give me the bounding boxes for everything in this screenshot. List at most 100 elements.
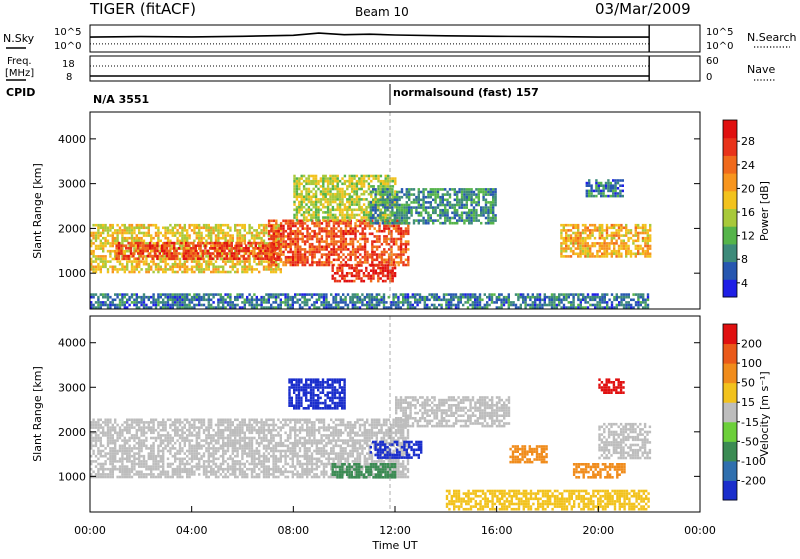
- data-cell: [386, 222, 388, 225]
- data-cell: [263, 229, 265, 232]
- data-cell: [452, 304, 454, 307]
- data-cell: [246, 268, 248, 271]
- data-cell: [400, 259, 402, 262]
- data-cell: [292, 261, 294, 264]
- data-cell: [575, 227, 577, 230]
- data-cell: [595, 190, 597, 193]
- data-cell: [608, 227, 610, 230]
- data-cell: [351, 275, 353, 278]
- data-cell: [589, 253, 591, 256]
- data-cell: [389, 193, 391, 196]
- data-cell: [97, 468, 99, 471]
- data-cell: [398, 206, 400, 209]
- data-cell: [387, 214, 389, 217]
- data-cell: [95, 258, 97, 261]
- data-cell: [599, 296, 601, 299]
- data-cell: [468, 188, 470, 191]
- data-cell: [292, 259, 294, 262]
- data-cell: [215, 268, 217, 271]
- data-cell: [335, 222, 337, 225]
- data-cell: [241, 224, 243, 227]
- data-cell: [243, 257, 245, 260]
- data-cell: [406, 222, 408, 225]
- data-cell: [185, 252, 187, 255]
- data-cell: [299, 261, 301, 264]
- data-cell: [140, 268, 142, 271]
- data-cell: [294, 253, 296, 256]
- data-cell: [398, 204, 400, 207]
- data-cell: [247, 247, 249, 250]
- data-cell: [377, 277, 379, 280]
- data-cell: [100, 266, 102, 269]
- velocity-data-cells: [90, 378, 651, 510]
- data-cell: [315, 183, 317, 186]
- data-cell: [160, 268, 162, 271]
- data-cell: [426, 299, 428, 302]
- data-cell: [647, 299, 649, 302]
- data-cell: [162, 227, 164, 230]
- data-cell: [370, 277, 372, 280]
- data-cell: [408, 193, 410, 196]
- data-cell: [637, 232, 639, 235]
- data-cell: [109, 476, 111, 479]
- data-cell: [361, 185, 363, 188]
- data-cell: [470, 188, 472, 191]
- data-cell: [95, 445, 97, 448]
- data-cell: [186, 299, 188, 302]
- data-cell: [198, 227, 200, 230]
- data-cell: [184, 240, 186, 243]
- data-cell: [620, 253, 622, 256]
- data-cell: [346, 209, 348, 212]
- data-cell: [321, 253, 323, 256]
- data-cell: [124, 296, 126, 299]
- data-cell: [287, 259, 289, 262]
- data-cell: [625, 255, 627, 258]
- data-cell: [342, 243, 344, 246]
- data-cell: [315, 198, 317, 201]
- data-cell: [338, 256, 340, 259]
- data-cell: [104, 266, 106, 269]
- data-cell: [107, 437, 109, 440]
- data-cell: [280, 251, 282, 254]
- data-cell: [104, 473, 106, 476]
- data-cell: [186, 240, 188, 243]
- data-cell: [402, 264, 404, 267]
- data-cell: [351, 216, 353, 219]
- data-cell: [114, 242, 116, 245]
- data-cell: [342, 253, 344, 256]
- data-cell: [100, 224, 102, 227]
- data-cell: [611, 250, 613, 253]
- data-cell: [375, 269, 377, 272]
- data-cell: [313, 203, 315, 206]
- data-cell: [368, 301, 370, 304]
- data-cell: [210, 229, 212, 232]
- data-cell: [346, 214, 348, 217]
- data-cell: [448, 293, 450, 296]
- data-cell: [277, 266, 279, 269]
- data-cell: [169, 247, 171, 250]
- data-cell: [373, 185, 375, 188]
- data-cell: [446, 214, 448, 217]
- data-cell: [376, 256, 378, 259]
- data-cell: [119, 434, 121, 437]
- data-cell: [235, 250, 237, 253]
- data-cell: [159, 252, 161, 255]
- data-cell: [262, 247, 264, 250]
- data-cell: [577, 293, 579, 296]
- data-cell: [356, 272, 358, 275]
- data-cell: [353, 269, 355, 272]
- data-cell: [620, 224, 622, 227]
- data-cell: [97, 263, 99, 266]
- data-cell: [439, 204, 441, 207]
- data-cell: [409, 301, 411, 304]
- data-cell: [195, 250, 197, 253]
- data-cell: [406, 191, 408, 194]
- data-cell: [446, 212, 448, 215]
- data-cell: [572, 224, 574, 227]
- data-cell: [364, 253, 366, 256]
- data-cell: [592, 293, 594, 296]
- colorbar-segment: [723, 262, 737, 280]
- data-cell: [490, 188, 492, 191]
- data-cell: [353, 185, 355, 188]
- data-cell: [209, 252, 211, 255]
